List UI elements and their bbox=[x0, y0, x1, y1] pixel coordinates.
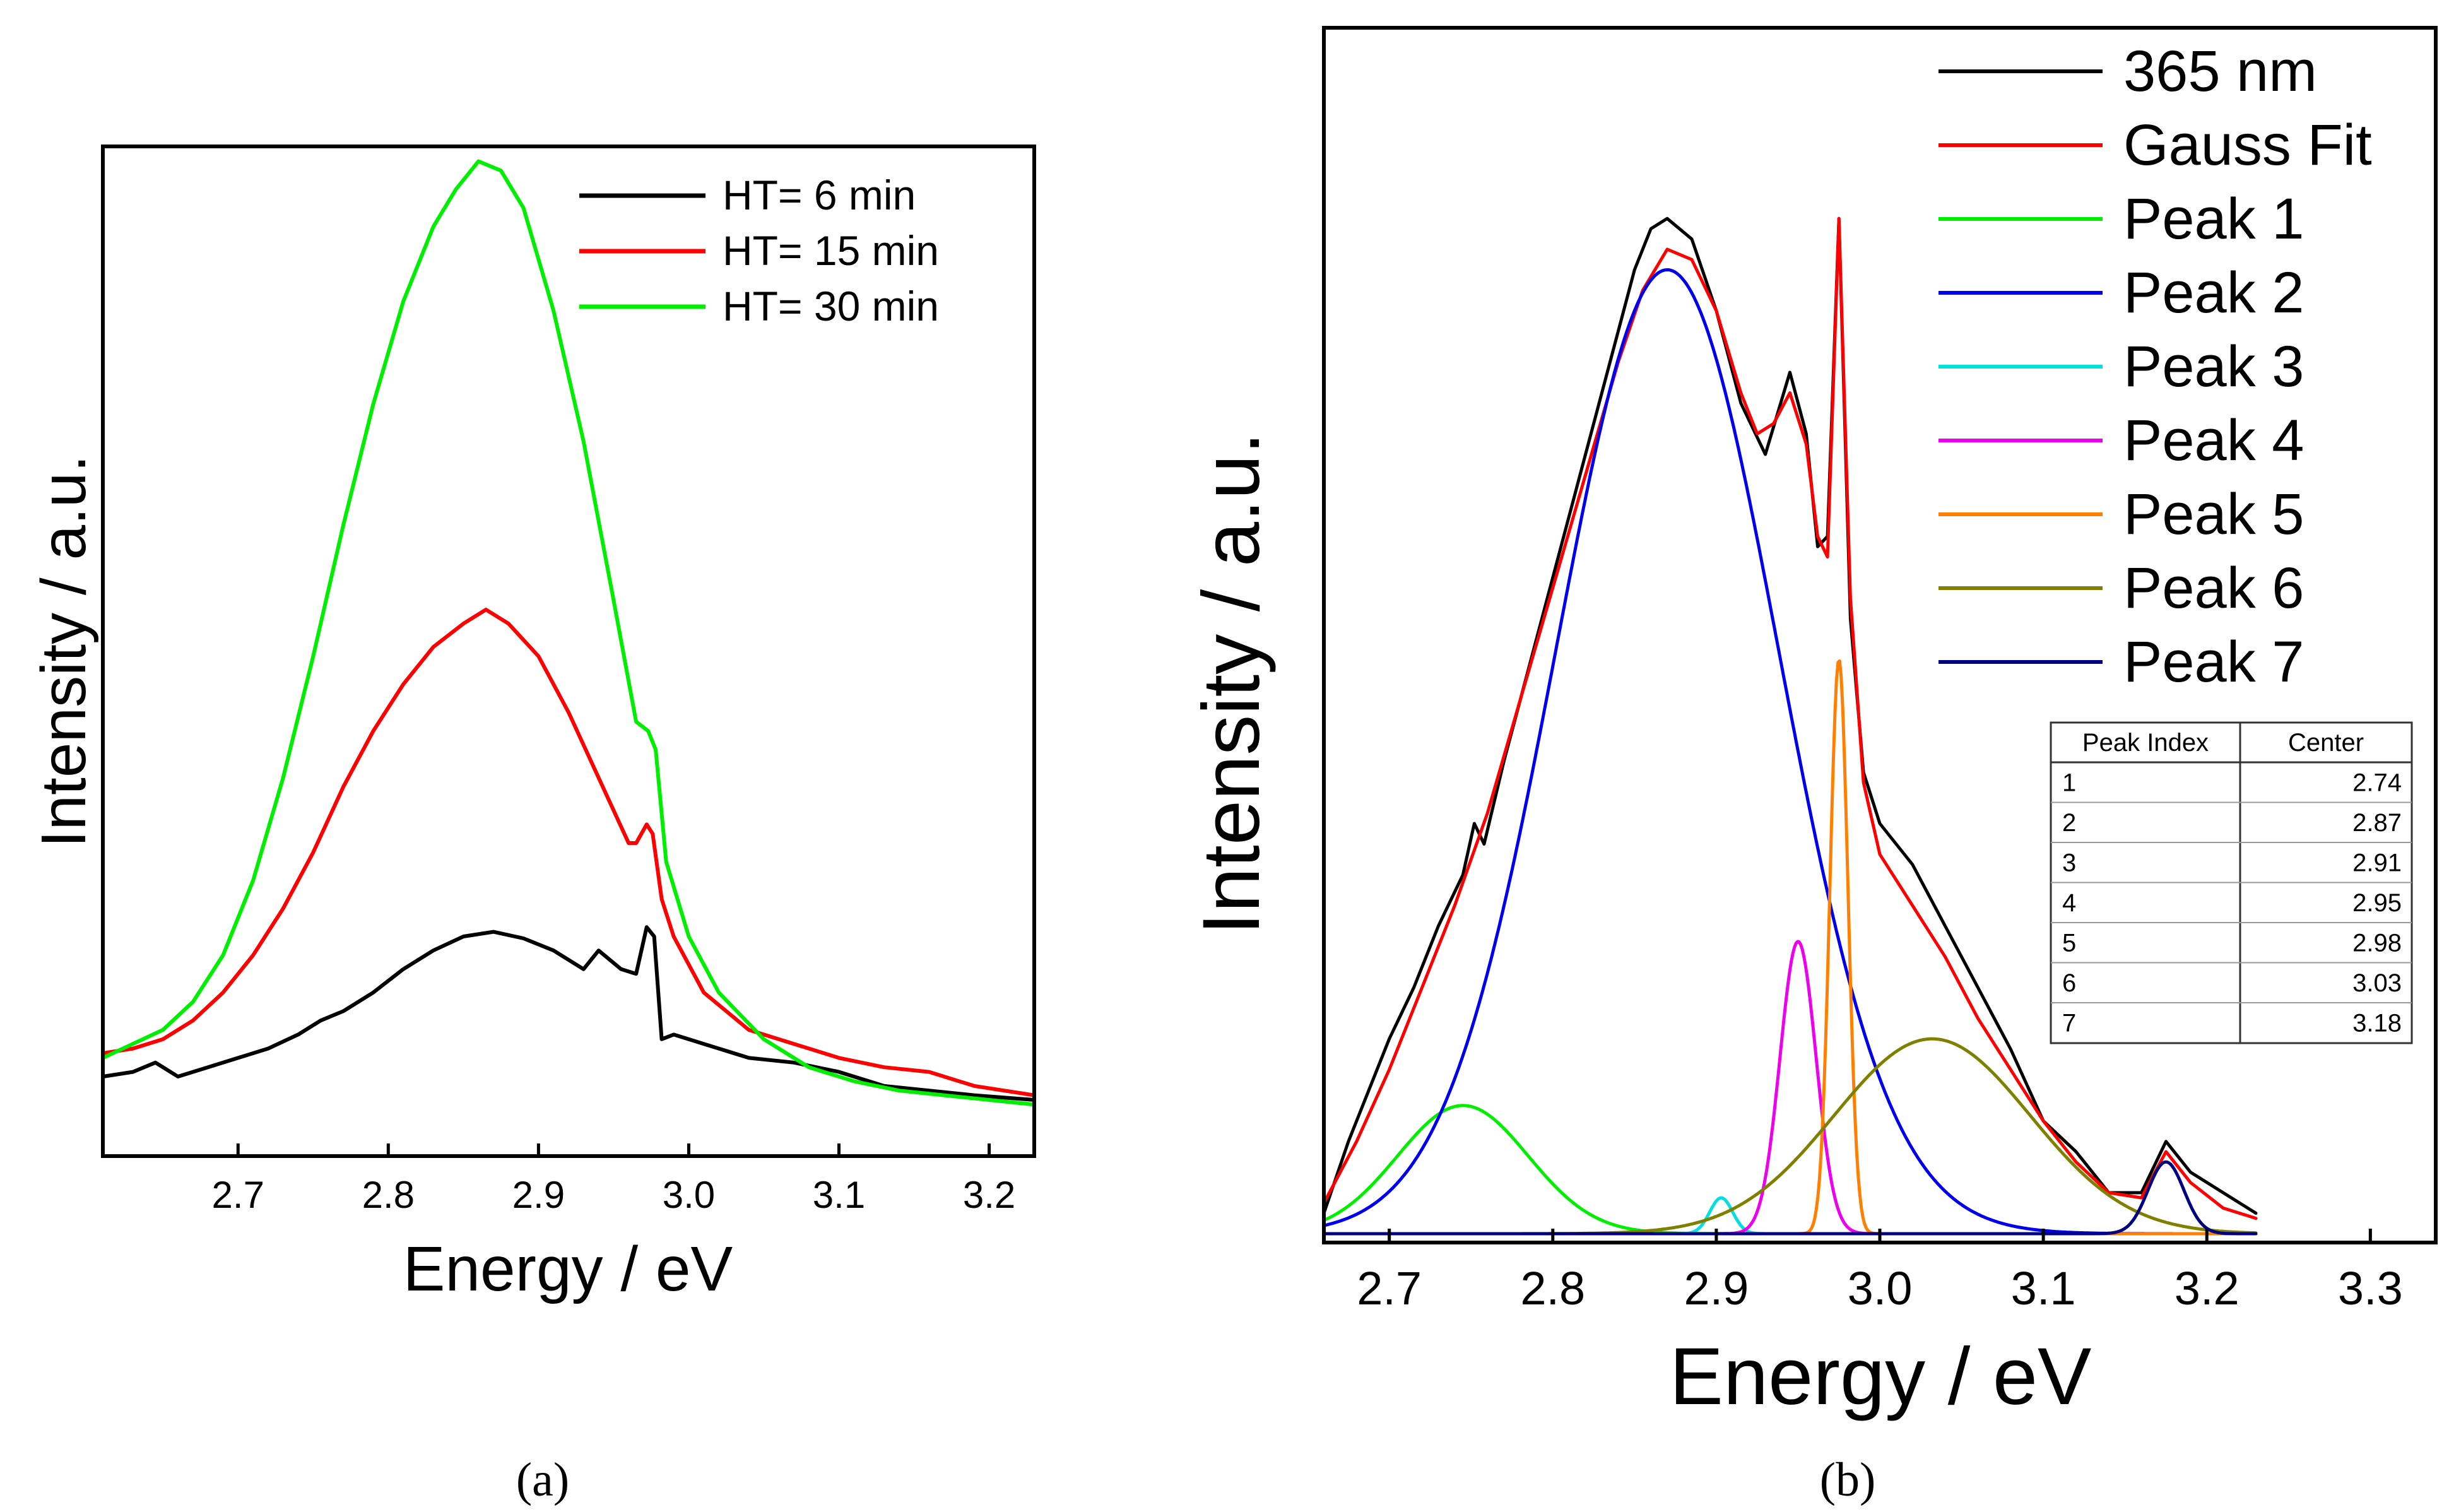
x-tick-label: 3.0 bbox=[663, 1174, 715, 1216]
legend-b-label-gauss-fit: Gauss Fit bbox=[2123, 113, 2372, 177]
peak-table-cell-index: 7 bbox=[2062, 1010, 2076, 1037]
series-line-peak-7 bbox=[1322, 1160, 2258, 1236]
peak-table-cell-center: 2.98 bbox=[2352, 930, 2402, 957]
legend-b-label-peak-2: Peak 2 bbox=[2123, 261, 2304, 325]
legend-b-label-peak-6: Peak 6 bbox=[2123, 556, 2304, 620]
panel-b-caption: (b) bbox=[1820, 1453, 1876, 1506]
panel-a-y-axis-title: Intensity / a.u. bbox=[28, 455, 99, 848]
peak-table-cell-center: 2.91 bbox=[2352, 849, 2402, 877]
legend-b-label-peak-3: Peak 3 bbox=[2123, 334, 2304, 399]
series-line-ht-6-min bbox=[101, 925, 1036, 1102]
panel-a-plot-area bbox=[101, 159, 1036, 1107]
x-tick-label: 3.1 bbox=[2011, 1262, 2076, 1314]
panel-a-legend: HT= 6 min HT= 15 min HT= 30 min bbox=[579, 172, 939, 329]
panel-a-caption: (a) bbox=[516, 1453, 569, 1506]
x-tick-label: 2.8 bbox=[362, 1174, 415, 1216]
panel-a: 2.7 2.8 2.9 3.0 3.1 3.2 Energy / eV Intensity… bbox=[28, 145, 1036, 1506]
series-line-ht-30-min bbox=[101, 159, 1036, 1107]
peak-table: Peak Index Center 1 2.74 2 2.87 3 2.91 4 2.95 5 2… bbox=[2050, 721, 2413, 1044]
x-tick-label: 3.3 bbox=[2338, 1262, 2403, 1314]
peak-table-cell-index: 5 bbox=[2062, 930, 2076, 957]
panel-b: 2.7 2.8 2.9 3.0 3.1 3.2 3.3 Energy / eV Intens… bbox=[1186, 26, 2438, 1506]
panel-a-x-ticks: 2.7 2.8 2.9 3.0 3.1 3.2 bbox=[212, 1143, 1015, 1216]
legend-a-label-6min: HT= 6 min bbox=[723, 172, 916, 218]
peak-table-header-index: Peak Index bbox=[2082, 729, 2209, 757]
legend-a-label-15min: HT= 15 min bbox=[723, 227, 939, 274]
peak-table-cell-index: 4 bbox=[2062, 889, 2076, 917]
panel-a-x-axis-title: Energy / eV bbox=[403, 1234, 733, 1304]
x-tick-label: 2.7 bbox=[1357, 1262, 1422, 1314]
series-line-ht-15-min bbox=[101, 608, 1036, 1097]
legend-b-label-peak-4: Peak 4 bbox=[2123, 408, 2304, 473]
panel-b-x-axis-title: Energy / eV bbox=[1670, 1332, 2092, 1422]
peak-table-cell-index: 3 bbox=[2062, 849, 2076, 877]
panel-a-frame bbox=[101, 145, 1036, 1158]
peak-table-cell-center: 2.95 bbox=[2352, 889, 2402, 917]
legend-a-label-30min: HT= 30 min bbox=[723, 283, 939, 329]
peak-table-cell-index: 2 bbox=[2062, 809, 2076, 837]
series-line-gauss-fit bbox=[1322, 216, 2258, 1220]
peak-table-cell-index: 6 bbox=[2062, 969, 2076, 997]
peak-table-cell-center: 3.18 bbox=[2352, 1010, 2402, 1037]
x-tick-label: 2.7 bbox=[212, 1174, 264, 1216]
x-tick-label: 3.1 bbox=[813, 1174, 865, 1216]
x-tick-label: 2.9 bbox=[1684, 1262, 1749, 1314]
peak-table-cell-index: 1 bbox=[2062, 769, 2076, 797]
peak-table-cell-center: 2.87 bbox=[2352, 809, 2402, 837]
legend-b-label-peak-1: Peak 1 bbox=[2123, 187, 2304, 251]
panel-b-legend: 365 nm Gauss Fit Peak 1 Peak 2 Peak 3 Pe… bbox=[1939, 39, 2372, 694]
peak-table-cell-center: 2.74 bbox=[2352, 769, 2402, 797]
legend-b-label-365nm: 365 nm bbox=[2123, 39, 2317, 103]
panel-b-plot-area bbox=[1322, 216, 2258, 1236]
x-tick-label: 3.2 bbox=[2175, 1262, 2240, 1314]
peak-table-header-center: Center bbox=[2288, 729, 2364, 757]
legend-b-label-peak-5: Peak 5 bbox=[2123, 482, 2304, 546]
peak-table-cell-center: 3.03 bbox=[2352, 969, 2402, 997]
peak-table-rows: 1 2.74 2 2.87 3 2.91 4 2.95 5 2.98 6 3.03 7 3.18 bbox=[2051, 769, 2412, 1037]
x-tick-label: 2.9 bbox=[512, 1174, 565, 1216]
panel-b-x-ticks: 2.7 2.8 2.9 3.0 3.1 3.2 3.3 bbox=[1357, 1229, 2403, 1314]
panel-b-y-axis-title: Intensity / a.u. bbox=[1186, 432, 1277, 935]
x-tick-label: 3.2 bbox=[963, 1174, 1015, 1216]
x-tick-label: 2.8 bbox=[1520, 1262, 1585, 1314]
legend-b-label-peak-7: Peak 7 bbox=[2123, 630, 2304, 694]
x-tick-label: 3.0 bbox=[1848, 1262, 1913, 1314]
